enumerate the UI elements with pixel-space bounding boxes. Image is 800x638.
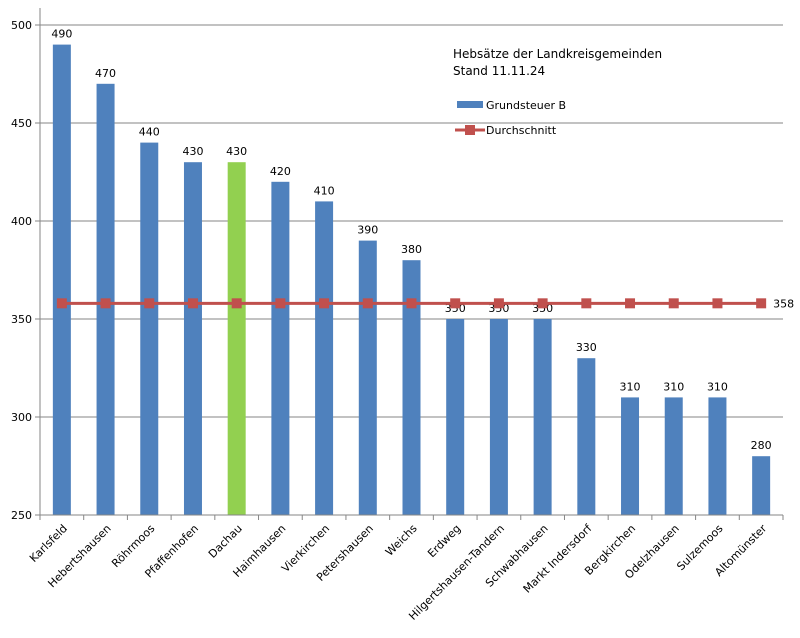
bar xyxy=(140,142,159,515)
gridlines xyxy=(35,8,783,516)
data-label: 470 xyxy=(95,67,116,80)
average-marker xyxy=(712,298,723,309)
average-end-label: 358 xyxy=(773,297,794,310)
bar xyxy=(752,456,771,515)
data-label: 420 xyxy=(270,165,291,178)
bars xyxy=(52,44,771,516)
bar xyxy=(664,397,683,515)
data-label: 350 xyxy=(445,302,466,315)
category-label: Dachau xyxy=(206,522,245,561)
bar xyxy=(708,397,727,515)
average-marker xyxy=(537,298,548,309)
data-label: 350 xyxy=(488,302,509,315)
bar xyxy=(52,44,71,515)
bar xyxy=(183,162,202,515)
bar xyxy=(402,260,421,515)
data-labels: 490 470 440 430 430 420 410 390 380 350 350 350 330 3… xyxy=(51,28,771,453)
legend: Grundsteuer B Durchschnitt xyxy=(455,99,566,137)
average-marker xyxy=(493,298,504,309)
y-tick-label: 400 xyxy=(11,215,32,228)
data-label: 350 xyxy=(532,302,553,315)
data-label: 430 xyxy=(226,145,247,158)
data-label: 310 xyxy=(663,380,684,393)
chart-title: Hebsätze der Landkreisgemeinden xyxy=(453,47,662,61)
data-label: 310 xyxy=(707,380,728,393)
bar xyxy=(446,319,465,515)
bar xyxy=(358,240,377,515)
data-label: 330 xyxy=(576,341,597,354)
data-label: 310 xyxy=(620,380,641,393)
average-marker xyxy=(100,298,111,309)
legend-marker-durchschnitt xyxy=(465,125,475,135)
y-tick-label: 300 xyxy=(11,411,32,424)
average-marker xyxy=(406,298,417,309)
average-marker xyxy=(56,298,67,309)
category-label: Karlsfeld xyxy=(27,522,70,565)
data-label: 430 xyxy=(182,145,203,158)
average-marker xyxy=(319,298,330,309)
average-marker xyxy=(450,298,461,309)
average-marker xyxy=(231,298,242,309)
average-marker xyxy=(668,298,679,309)
data-label: 410 xyxy=(314,184,335,197)
bar xyxy=(271,181,290,516)
x-axis xyxy=(39,514,784,520)
bar xyxy=(227,162,246,515)
category-label: Erdweg xyxy=(425,522,463,560)
data-label: 280 xyxy=(751,439,772,452)
average-marker xyxy=(581,298,592,309)
bar xyxy=(533,319,552,515)
y-tick-label: 450 xyxy=(11,117,32,130)
average-marker xyxy=(756,298,767,309)
average-marker xyxy=(275,298,286,309)
y-tick-label: 250 xyxy=(11,509,32,522)
average-line: 358 xyxy=(56,297,794,310)
average-marker xyxy=(362,298,373,309)
category-label: Weichs xyxy=(383,522,420,559)
data-label: 440 xyxy=(139,126,160,139)
y-axis-ticks: 250 300 350 400 450 500 xyxy=(11,19,32,522)
average-marker xyxy=(144,298,155,309)
legend-swatch-grundsteuer xyxy=(457,101,483,108)
category-labels: KarlsfeldHebertshausenRöhrmoosPfaffenhof… xyxy=(27,521,770,623)
y-tick-label: 500 xyxy=(11,19,32,32)
y-tick-label: 350 xyxy=(11,313,32,326)
bar xyxy=(577,358,596,515)
bar xyxy=(621,397,640,515)
data-label: 380 xyxy=(401,243,422,256)
bar xyxy=(489,319,508,515)
data-label: 390 xyxy=(357,224,378,237)
data-label: 490 xyxy=(51,28,72,41)
average-marker xyxy=(625,298,636,309)
legend-label-grundsteuer: Grundsteuer B xyxy=(486,99,566,112)
chart-subtitle: Stand 11.11.24 xyxy=(453,64,545,78)
bar xyxy=(315,201,334,515)
average-marker xyxy=(187,298,198,309)
legend-label-durchschnitt: Durchschnitt xyxy=(486,124,557,137)
